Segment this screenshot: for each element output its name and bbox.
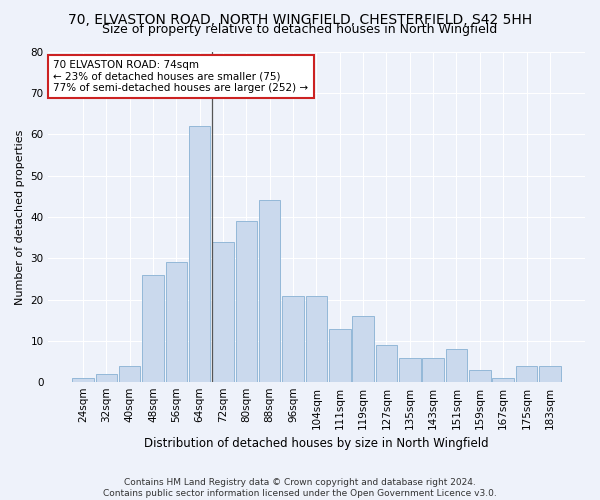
Bar: [446, 350, 467, 382]
Bar: [212, 242, 234, 382]
Bar: [516, 366, 537, 382]
Bar: [72, 378, 94, 382]
Bar: [283, 296, 304, 382]
X-axis label: Distribution of detached houses by size in North Wingfield: Distribution of detached houses by size …: [144, 437, 489, 450]
Bar: [259, 200, 280, 382]
Bar: [189, 126, 211, 382]
Bar: [305, 296, 327, 382]
Text: Contains HM Land Registry data © Crown copyright and database right 2024.
Contai: Contains HM Land Registry data © Crown c…: [103, 478, 497, 498]
Bar: [142, 275, 164, 382]
Bar: [95, 374, 117, 382]
Bar: [236, 221, 257, 382]
Bar: [376, 345, 397, 383]
Bar: [399, 358, 421, 382]
Bar: [166, 262, 187, 382]
Text: 70 ELVASTON ROAD: 74sqm
← 23% of detached houses are smaller (75)
77% of semi-de: 70 ELVASTON ROAD: 74sqm ← 23% of detache…: [53, 60, 308, 93]
Text: 70, ELVASTON ROAD, NORTH WINGFIELD, CHESTERFIELD, S42 5HH: 70, ELVASTON ROAD, NORTH WINGFIELD, CHES…: [68, 12, 532, 26]
Bar: [422, 358, 444, 382]
Bar: [539, 366, 560, 382]
Bar: [329, 328, 350, 382]
Text: Size of property relative to detached houses in North Wingfield: Size of property relative to detached ho…: [103, 22, 497, 36]
Bar: [493, 378, 514, 382]
Bar: [119, 366, 140, 382]
Y-axis label: Number of detached properties: Number of detached properties: [15, 129, 25, 304]
Bar: [469, 370, 491, 382]
Bar: [352, 316, 374, 382]
